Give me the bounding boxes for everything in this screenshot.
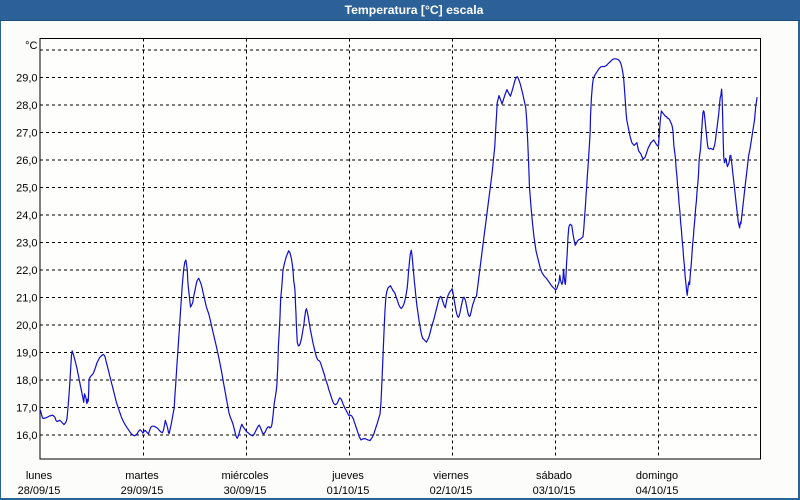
svg-text:jueves: jueves [331,470,364,482]
svg-text:viernes: viernes [433,470,469,482]
svg-text:29,0: 29,0 [16,73,37,85]
svg-text:04/10/15: 04/10/15 [636,485,679,497]
svg-text:25,0: 25,0 [16,183,37,195]
svg-text:28,0: 28,0 [16,100,37,112]
svg-text:26,0: 26,0 [16,155,37,167]
svg-text:18,0: 18,0 [16,375,37,387]
svg-text:20,0: 20,0 [16,320,37,332]
svg-text:02/10/15: 02/10/15 [430,485,473,497]
svg-text:29/09/15: 29/09/15 [121,485,164,497]
svg-text:23,0: 23,0 [16,238,37,250]
svg-text:27,0: 27,0 [16,128,37,140]
svg-text:19,0: 19,0 [16,348,37,360]
svg-text:domingo: domingo [636,470,678,482]
svg-text:01/10/15: 01/10/15 [327,485,370,497]
svg-text:24,0: 24,0 [16,210,37,222]
svg-text:22,0: 22,0 [16,265,37,277]
svg-text:21,0: 21,0 [16,293,37,305]
svg-text:16,0: 16,0 [16,430,37,442]
svg-text:miércoles: miércoles [221,470,269,482]
svg-text:martes: martes [125,470,159,482]
svg-text:lunes: lunes [26,470,53,482]
svg-text:03/10/15: 03/10/15 [533,485,576,497]
svg-text:30/09/15: 30/09/15 [224,485,267,497]
svg-text:28/09/15: 28/09/15 [18,485,61,497]
svg-text:sábado: sábado [536,470,572,482]
svg-text:17,0: 17,0 [16,403,37,415]
svg-text:°C: °C [25,40,37,52]
